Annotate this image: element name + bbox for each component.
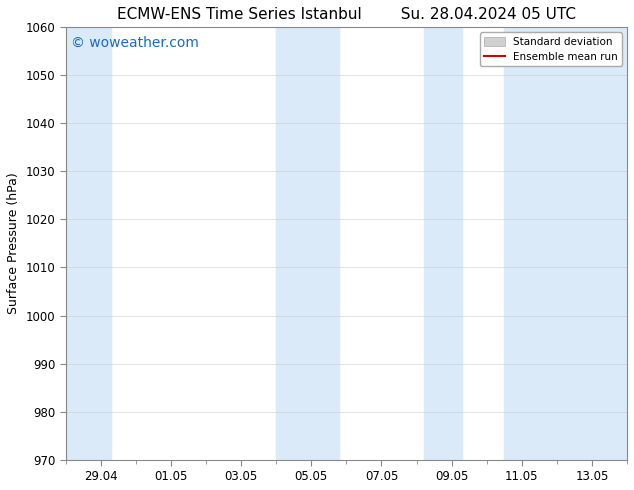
- Y-axis label: Surface Pressure (hPa): Surface Pressure (hPa): [7, 172, 20, 314]
- Bar: [276, 27, 339, 460]
- Title: ECMW-ENS Time Series Istanbul        Su. 28.04.2024 05 UTC: ECMW-ENS Time Series Istanbul Su. 28.04.…: [117, 7, 576, 22]
- Legend: Standard deviation, Ensemble mean run: Standard deviation, Ensemble mean run: [479, 32, 622, 67]
- Bar: [66, 27, 112, 460]
- Bar: [504, 27, 627, 460]
- Bar: [424, 27, 462, 460]
- Text: © woweather.com: © woweather.com: [71, 36, 199, 50]
